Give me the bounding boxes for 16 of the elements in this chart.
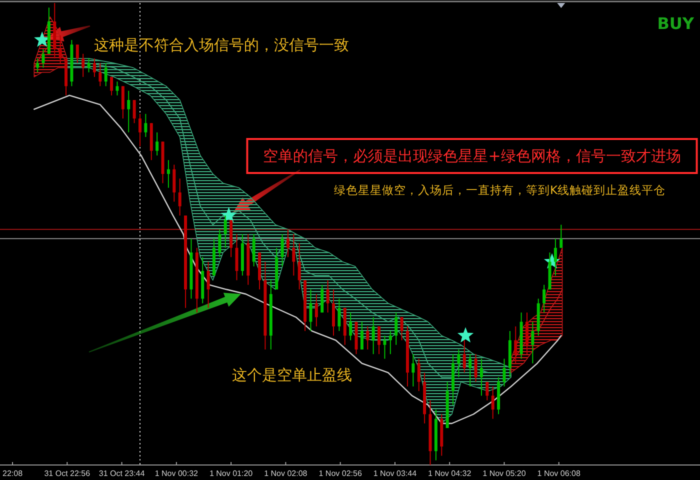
- x-tick-label: 1 Nov 01:20: [209, 469, 253, 478]
- x-tick-label: 31 Oct 23:44: [98, 469, 145, 478]
- annotation: 这种是不符合入场信号的，没信号一致: [94, 36, 349, 54]
- annotation: 绿色星星做空，入场后，一直持有，等到K线触碰到止盈线平仓: [334, 183, 666, 197]
- x-tick-label: 31 Oct 22:56: [44, 469, 90, 478]
- annotation: 这个是空单止盈线: [232, 366, 352, 384]
- x-tick-label: 1 Nov 04:32: [428, 469, 472, 478]
- x-tick-label: 1 Nov 03:44: [373, 469, 417, 478]
- x-tick-label: 22:08: [2, 469, 23, 478]
- annotation: 空单的信号，必须是出现绿色星星+绿色网格，信号一致才进场: [263, 147, 681, 165]
- annotation: BUY: [657, 14, 694, 33]
- x-tick-label: 1 Nov 02:08: [264, 469, 308, 478]
- x-tick-label: 1 Nov 02:56: [318, 469, 362, 478]
- x-tick-label: 1 Nov 00:32: [154, 469, 198, 478]
- x-tick-label: 1 Nov 05:20: [482, 469, 526, 478]
- x-tick-label: 1 Nov 06:08: [537, 469, 580, 478]
